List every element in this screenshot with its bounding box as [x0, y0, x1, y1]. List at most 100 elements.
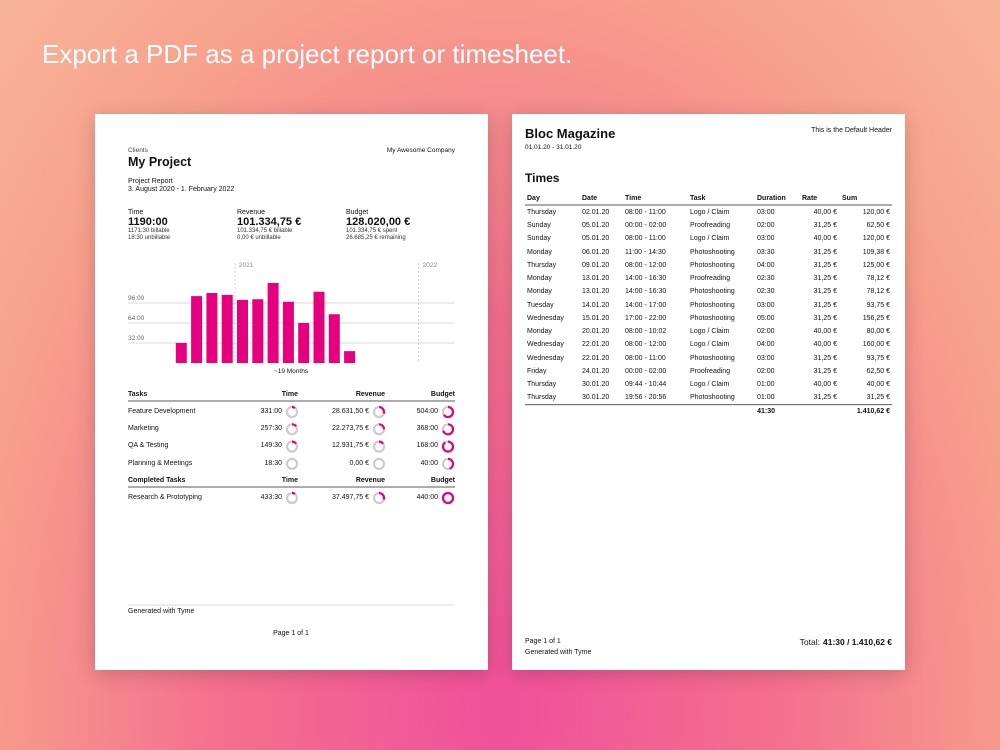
column-header: Duration — [757, 194, 786, 202]
cell: 08:00 - 12:00 — [625, 261, 667, 269]
bar — [282, 301, 294, 363]
cell: 31,25 € — [813, 354, 837, 362]
table-header: Revenue — [355, 390, 385, 398]
y-tick-label: 32:00 — [128, 335, 145, 343]
cell: 03:30 — [757, 248, 775, 256]
task-budget: 504:00 — [416, 407, 438, 415]
cell: 31,25 € — [813, 301, 837, 309]
ring-progress — [441, 440, 455, 453]
page-number: Page 1 of 1 — [525, 637, 561, 645]
task-revenue: 0,00 € — [349, 459, 369, 467]
cell: 78,12 € — [866, 275, 890, 283]
cell: 03:00 — [757, 354, 775, 362]
stat-value: 128.020,00 € — [346, 216, 411, 229]
total-label: Total: — [799, 636, 820, 647]
ring-progress — [441, 457, 455, 470]
cell: 31,25 € — [813, 367, 837, 375]
stat-line: 26.685,25 € remaining — [346, 235, 406, 242]
cell: 14.01.20 — [582, 301, 610, 309]
cell: Monday — [527, 248, 552, 256]
report-page — [95, 114, 488, 670]
cell: 09:44 - 10:44 — [625, 381, 667, 389]
bar — [175, 343, 187, 363]
default-header: This is the Default Header — [811, 126, 892, 134]
cell: 40,00 € — [813, 208, 837, 216]
task-time: 331:00 — [260, 407, 282, 415]
cell: 120,00 € — [862, 208, 890, 216]
column-header: Task — [690, 194, 706, 202]
ring-progress — [372, 440, 386, 453]
cell: 02:00 — [757, 328, 775, 336]
company: My Awesome Company — [386, 147, 455, 155]
cell: 78,12 € — [866, 288, 890, 296]
cell: Thursday — [527, 208, 557, 216]
cell: 40,00 € — [866, 381, 890, 389]
ring-track — [285, 457, 299, 470]
cell: 31,25 € — [813, 314, 837, 322]
task-budget: 440:00 — [416, 493, 438, 501]
column-header: Sum — [842, 194, 858, 202]
cell: 17:00 - 22:00 — [625, 314, 667, 322]
stat-value: 101.334,75 € — [237, 216, 302, 229]
cell: 13.01.20 — [582, 275, 610, 283]
table-header: Time — [281, 390, 298, 398]
ring-progress — [441, 405, 455, 419]
cell: 01:00 — [757, 394, 775, 402]
bar — [252, 299, 264, 363]
cell: Tuesday — [527, 301, 554, 309]
bar — [237, 299, 248, 363]
cell: 125,00 € — [862, 261, 890, 269]
project-title: My Project — [128, 154, 192, 169]
task-revenue: 28.631,50 € — [332, 407, 369, 415]
stat-line: 18:30 unbillable — [128, 235, 171, 242]
cell: 04:00 — [757, 341, 775, 349]
cell: 31,25 € — [813, 275, 837, 283]
timesheet-title: Bloc Magazine — [525, 126, 616, 142]
cell: Logo / Claim — [690, 341, 730, 349]
bar — [206, 293, 218, 363]
cell: Thursday — [527, 261, 557, 269]
ring-progress — [372, 423, 386, 436]
cell: 11:00 - 14:30 — [625, 248, 666, 256]
column-header: Rate — [802, 194, 818, 202]
y-tick-label: 64:00 — [128, 315, 145, 323]
task-name: QA & Testing — [128, 442, 169, 450]
cell: 02:00 — [757, 367, 775, 375]
stat-line: 0,00 € unbillable — [237, 235, 281, 242]
cell: Photoshooting — [690, 301, 735, 309]
cell: Logo / Claim — [690, 381, 730, 389]
task-time: 257:30 — [260, 425, 282, 433]
column-header: Time — [625, 194, 642, 202]
footer: Generated with Tyme — [525, 648, 592, 656]
y-tick-label: 96:00 — [128, 295, 145, 303]
stat-label: Time — [128, 208, 144, 216]
task-revenue: 37.497,75 € — [332, 493, 369, 501]
report-type: Project Report — [128, 177, 173, 185]
cell: 08:00 - 12:00 — [625, 341, 667, 349]
total-duration: 41:30 — [757, 407, 775, 415]
cell: 22.01.20 — [582, 354, 610, 362]
task-revenue: 22.273,75 € — [332, 425, 369, 433]
cell: 09.01.20 — [582, 261, 610, 269]
ring-progress — [285, 440, 299, 453]
table-header: Time — [281, 476, 298, 484]
cell: Sunday — [527, 222, 551, 230]
ring-progress — [441, 423, 455, 436]
task-revenue: 12.931,75 € — [332, 442, 369, 450]
ring-progress — [285, 423, 299, 436]
cell: 31,25 € — [813, 394, 837, 402]
cell: Sunday — [527, 235, 551, 243]
table-header: Tasks — [128, 390, 148, 398]
bar — [313, 291, 325, 363]
cell: Photoshooting — [690, 261, 735, 269]
year-label: 2022 — [422, 262, 438, 270]
cell: 13.01.20 — [582, 288, 610, 296]
ring-progress — [372, 491, 386, 505]
cell: 160,00 € — [862, 341, 890, 349]
cell: 93,75 € — [866, 354, 890, 362]
total-value: 41:30 / 1.410,62 € — [822, 636, 892, 647]
cell: 93,75 € — [866, 301, 890, 309]
cell: Friday — [527, 367, 547, 375]
